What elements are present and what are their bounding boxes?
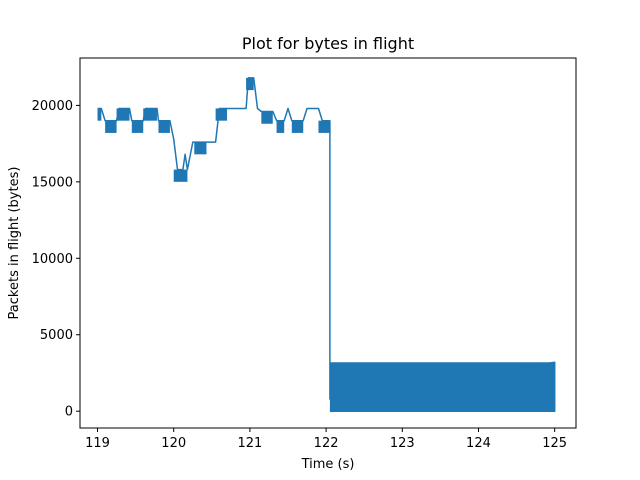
data-band <box>291 120 304 133</box>
data-band <box>329 362 555 412</box>
axes-frame <box>79 57 577 429</box>
x-tick-label: 121 <box>237 436 262 451</box>
data-band <box>261 111 273 124</box>
data-band <box>116 108 130 121</box>
chart-title: Plot for bytes in flight <box>242 34 414 53</box>
y-tick-label: 10000 <box>32 252 73 267</box>
data-band <box>194 142 207 155</box>
data-band <box>246 77 254 91</box>
y-tick-label: 15000 <box>32 175 73 190</box>
data-band <box>215 108 228 121</box>
data-band <box>97 108 102 121</box>
y-tick-label: 20000 <box>32 99 73 114</box>
data-band <box>105 120 117 133</box>
x-tick-label: 119 <box>85 436 110 451</box>
data-band <box>131 120 144 133</box>
x-axis-label: Time (s) <box>301 457 355 472</box>
y-axis: 0 5000 10000 15000 20000 <box>32 99 80 420</box>
x-tick-label: 120 <box>161 436 186 451</box>
data-band <box>276 120 285 133</box>
data-band <box>143 108 157 121</box>
y-tick-label: 5000 <box>40 328 73 343</box>
x-tick-label: 124 <box>466 436 491 451</box>
series-bytes-in-flight <box>97 77 556 412</box>
data-line <box>97 77 556 412</box>
plot-area <box>97 77 556 412</box>
data-band <box>158 120 170 133</box>
x-tick-label: 123 <box>390 436 415 451</box>
y-tick-label: 0 <box>65 405 73 420</box>
x-tick-label: 122 <box>314 436 339 451</box>
data-band <box>318 120 330 133</box>
x-axis: 119 120 121 122 123 124 125 <box>85 428 567 451</box>
x-tick-label: 125 <box>542 436 567 451</box>
data-band <box>173 169 188 182</box>
y-axis-label: Packets in flight (bytes) <box>7 167 22 320</box>
